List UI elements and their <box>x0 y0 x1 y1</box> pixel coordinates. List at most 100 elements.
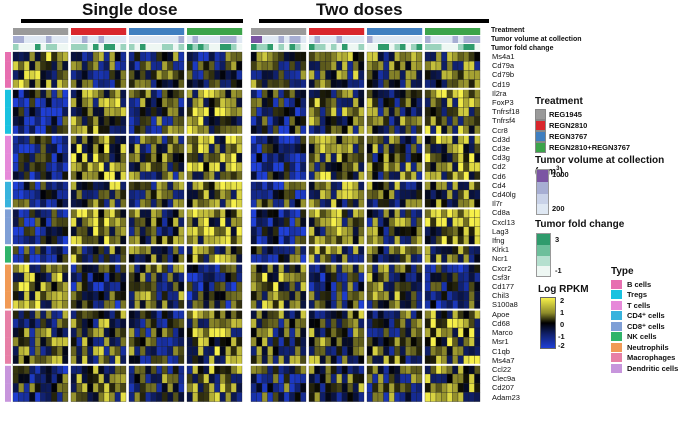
heatmap-cell <box>161 189 168 200</box>
fold-track-cell <box>24 44 30 50</box>
heatmap-cell <box>225 61 232 71</box>
heatmap-cell <box>45 346 52 356</box>
heatmap-cell <box>388 79 395 89</box>
heatmap-cell <box>12 125 19 135</box>
heatmap-cell <box>294 180 301 191</box>
heatmap-cell <box>441 300 448 310</box>
heatmap-cell <box>56 61 63 71</box>
heatmap-cell <box>103 281 110 292</box>
row-type-bar <box>5 392 11 402</box>
heatmap-cell <box>167 346 174 356</box>
heatmap-cell <box>308 61 315 71</box>
heatmap-cell <box>446 70 453 80</box>
heatmap-cell <box>405 337 412 347</box>
heatmap-cell <box>463 263 470 273</box>
heatmap-cell <box>463 51 470 62</box>
fold-track-cell <box>151 44 157 50</box>
heatmap-cell <box>56 291 63 301</box>
heatmap-cell <box>145 272 152 283</box>
heatmap-cell <box>150 281 157 292</box>
heatmap-cell <box>308 245 315 255</box>
heatmap-cell <box>347 107 354 117</box>
row-type-bar <box>5 61 11 71</box>
heatmap-cell <box>416 208 423 218</box>
heatmap-cell <box>178 88 185 99</box>
heatmap-cell <box>319 125 326 135</box>
heatmap-cell <box>319 263 326 273</box>
heatmap-cell <box>40 373 47 384</box>
heatmap-cell <box>208 217 215 227</box>
treatment-track-cell <box>273 28 279 35</box>
treatment-track-cell <box>40 28 47 35</box>
heatmap-cell <box>23 189 30 200</box>
heatmap-cell <box>330 134 337 145</box>
heatmap-cell <box>114 364 121 375</box>
heatmap-cell <box>372 355 379 365</box>
heatmap-cell <box>388 88 395 99</box>
fold-track-cell <box>358 44 365 50</box>
heatmap-cell <box>256 263 263 273</box>
heatmap-cell <box>128 373 135 384</box>
heatmap-cell <box>219 318 226 329</box>
heatmap-cell <box>186 162 193 172</box>
heatmap-cell <box>70 134 77 145</box>
heatmap-cell <box>12 162 19 172</box>
heatmap-cell <box>341 189 348 200</box>
volume-track-cell <box>51 36 58 43</box>
heatmap-cell <box>308 309 315 319</box>
heatmap-cell <box>278 309 285 319</box>
heatmap-cell <box>92 189 99 200</box>
treatment-track-cell <box>267 28 274 35</box>
gene-label: Cd79a <box>492 61 515 71</box>
heatmap-cell <box>388 300 395 310</box>
heatmap-cell <box>278 125 285 135</box>
heatmap-cell <box>319 208 326 218</box>
heatmap-cell <box>225 199 232 209</box>
gene-label: Chil3 <box>492 291 510 301</box>
heatmap-cell <box>214 364 221 375</box>
heatmap-cell <box>120 116 127 126</box>
heatmap-cell <box>424 226 431 237</box>
heatmap-cell <box>156 254 163 264</box>
heatmap-cell <box>267 337 274 347</box>
heatmap-cell <box>219 272 226 283</box>
treatment-track-cell <box>452 28 459 35</box>
heatmap-cell <box>388 235 395 246</box>
heatmap-cell <box>341 355 348 365</box>
heatmap-cell <box>300 208 307 218</box>
heatmap-cell <box>214 217 221 227</box>
heatmap-cell <box>76 125 83 135</box>
heatmap-cell <box>372 97 379 108</box>
heatmap-cell <box>70 189 77 200</box>
heatmap-cell <box>225 208 232 218</box>
heatmap-cell <box>435 116 442 126</box>
heatmap-cell <box>463 171 470 181</box>
heatmap-cell <box>366 300 373 310</box>
heatmap-cell <box>186 171 193 181</box>
legend-label: REGN2810+REGN3767 <box>549 143 631 152</box>
volume-track-cell <box>24 36 30 43</box>
heatmap-cell <box>109 383 116 393</box>
heatmap-cell <box>98 309 105 319</box>
heatmap-cell <box>18 383 25 393</box>
heatmap-cell <box>347 300 354 310</box>
volume-track-cell <box>300 36 307 43</box>
heatmap-cell <box>145 245 152 255</box>
heatmap-cell <box>377 364 384 375</box>
heatmap-cell <box>358 327 365 338</box>
heatmap-cell <box>283 180 290 191</box>
heatmap-cell <box>405 61 412 71</box>
heatmap-cell <box>225 107 232 117</box>
heatmap-cell <box>283 61 290 71</box>
heatmap-cell <box>103 79 110 89</box>
heatmap-cell <box>87 189 94 200</box>
heatmap-cell <box>446 226 453 237</box>
heatmap-cell <box>76 107 83 117</box>
heatmap-cell <box>441 153 448 163</box>
fold-track-cell <box>115 44 121 50</box>
row-type-bar <box>5 171 11 181</box>
heatmap-cell <box>34 392 41 402</box>
heatmap-cell <box>283 263 290 273</box>
heatmap-cell <box>128 51 135 62</box>
heatmap-cell <box>314 300 321 310</box>
